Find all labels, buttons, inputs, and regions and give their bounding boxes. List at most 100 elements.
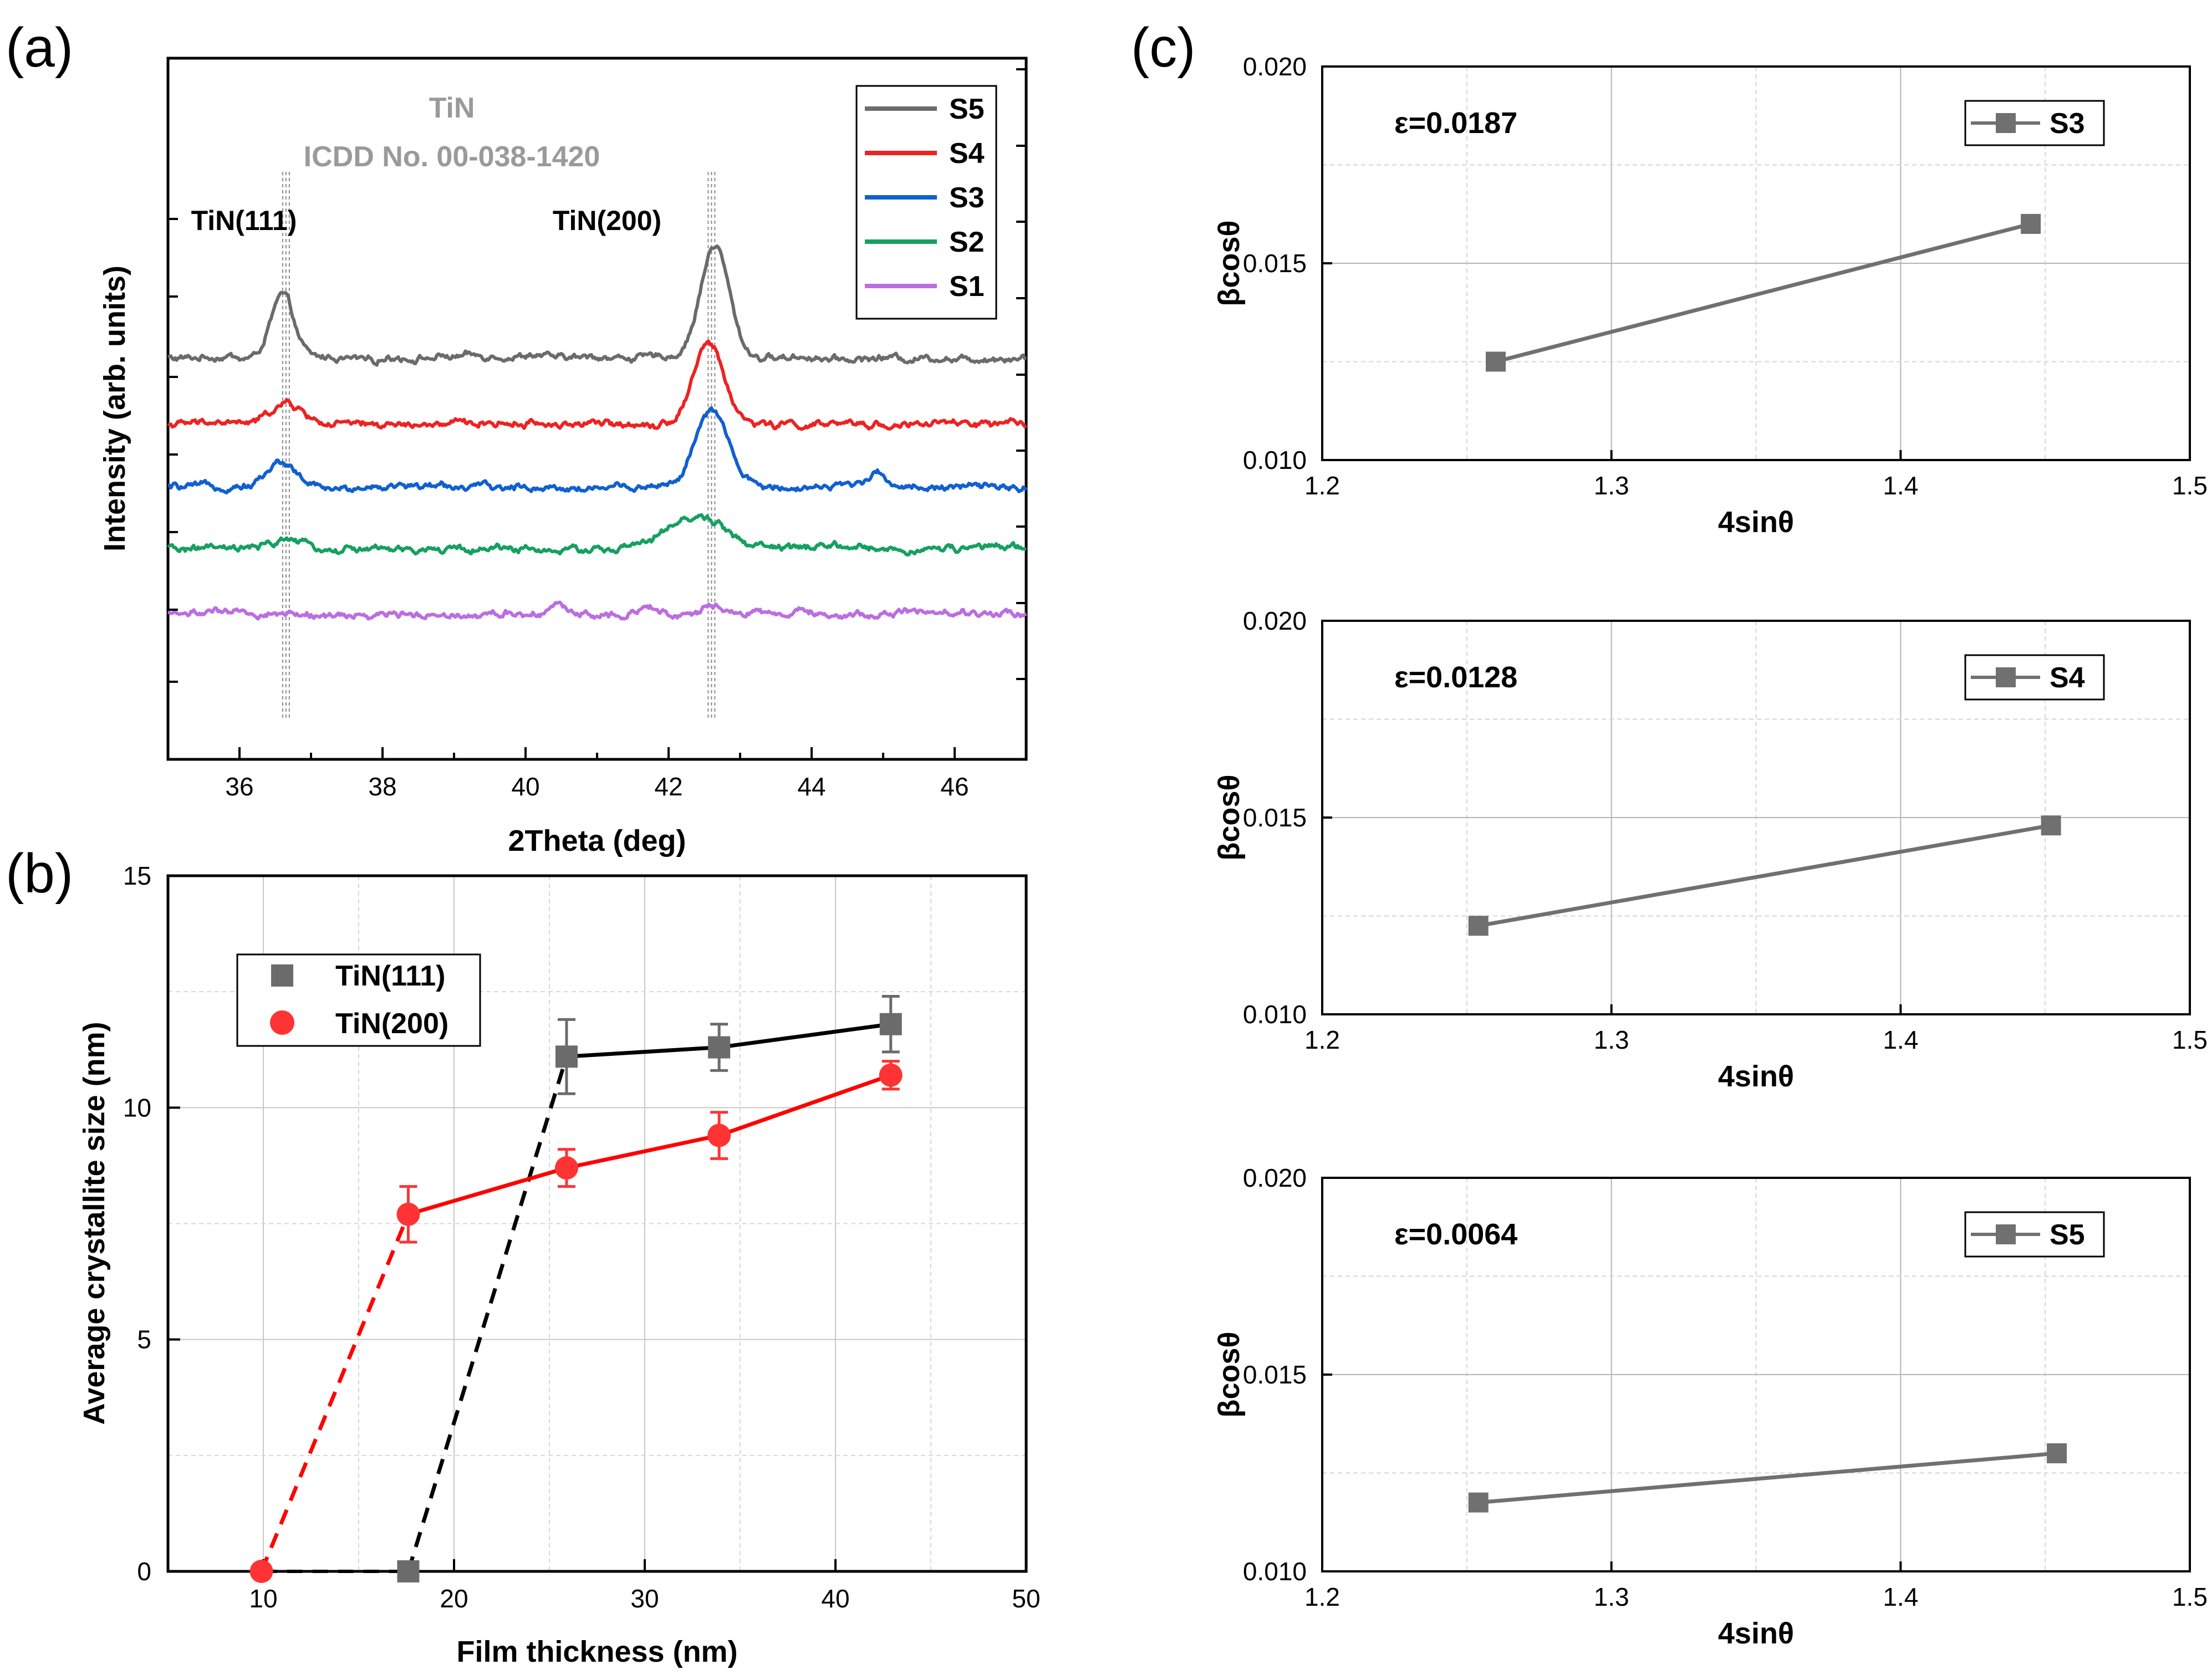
wh-y-axis-title: βcosθ (1212, 1331, 1246, 1417)
wh-data-point (1468, 1492, 1489, 1513)
xrd-curve-S5 (167, 244, 1027, 367)
xrd-legend-label-S4: S4 (949, 137, 985, 170)
data-point-square (879, 1013, 902, 1035)
strain-value: ε=0.0128 (1394, 661, 1517, 694)
data-point-square (397, 1560, 420, 1582)
xrd-legend-label-S2: S2 (949, 226, 985, 258)
crystallite-x-tick-label: 40 (821, 1584, 849, 1613)
wh-legend-label: S4 (2050, 662, 2085, 694)
wh-legend-marker (1996, 667, 2016, 687)
peak-label-111: TiN(111) (191, 205, 297, 236)
wh-x-tick-label: 1.5 (2172, 1025, 2208, 1054)
xrd-legend-label-S3: S3 (949, 182, 985, 214)
xrd-x-tick-label: 40 (511, 772, 539, 801)
wh-data-point (2041, 815, 2061, 836)
wh-x-tick-label: 1.3 (1594, 1582, 1629, 1611)
wh-y-axis-title: βcosθ (1212, 774, 1246, 860)
wh-fit-line (1478, 1451, 2057, 1505)
dashed-segment-0 (406, 1056, 569, 1572)
wh-x-tick-label: 1.3 (1594, 471, 1629, 500)
wh-x-tick-label: 1.5 (2172, 471, 2208, 500)
xrd-legend-frame (855, 85, 997, 320)
crystallite-series (249, 995, 903, 1583)
strain-value: ε=0.0187 (1394, 106, 1517, 140)
xrd-legend: S5 S4 S3 S2 S1 (855, 85, 997, 320)
legend-label-200: TiN(200) (335, 1008, 448, 1040)
wh-data-point (2021, 214, 2041, 234)
xrd-curve-S1 (167, 600, 1027, 621)
crystallite-x-tick-label: 30 (630, 1584, 659, 1613)
wh-y-tick-label: 0.015 (1243, 803, 1307, 832)
williamson-hall-subplot-S5: 1.2 1.3 1.4 1.5 0.010 0.015 0.020 4sinθ βcosθ ε=0… (1212, 1163, 2208, 1650)
wh-data-point (2047, 1443, 2067, 1463)
xrd-x-tick-label: 46 (940, 772, 969, 801)
wh-x-tick-label: 1.5 (2172, 1582, 2208, 1611)
wh-data-point (1486, 351, 1506, 372)
wh-data-point (1468, 916, 1489, 936)
wh-x-tick-label: 1.2 (1304, 1025, 1340, 1054)
wh-y-axis-title: βcosθ (1212, 220, 1246, 306)
wh-y-tick-label: 0.020 (1243, 52, 1307, 81)
panel-a-label: (a) (6, 17, 73, 79)
wh-y-tick-label: 0.010 (1243, 1557, 1307, 1586)
crystallite-y-tick-label: 10 (123, 1093, 151, 1122)
wh-y-tick-label: 0.015 (1243, 249, 1307, 278)
data-point-square (708, 1036, 731, 1059)
crystallite-y-axis-title: Average crystallite size (nm) (78, 1022, 111, 1424)
data-point-square (555, 1045, 578, 1068)
xrd-x-tick-label: 36 (225, 772, 253, 801)
wh-fit-line (1478, 823, 2052, 928)
data-point-circle (396, 1202, 420, 1226)
wh-fit-line (1495, 222, 2031, 364)
data-point-circle (554, 1156, 578, 1180)
xrd-legend-label-S1: S1 (949, 270, 985, 303)
wh-y-tick-label: 0.020 (1243, 606, 1307, 635)
wh-x-tick-label: 1.4 (1883, 1025, 1918, 1054)
wh-x-axis-title: 4sinθ (1718, 1617, 1794, 1650)
reference-title: TiN (429, 92, 475, 124)
wh-legend-label: S5 (2050, 1219, 2085, 1251)
xrd-y-axis-title: Intensity (arb. units) (98, 265, 131, 552)
panel-b-label: (b) (6, 842, 73, 905)
crystallite-legend: TiN(111) TiN(200) (236, 953, 481, 1047)
xrd-x-tick-label: 44 (797, 772, 825, 801)
xrd-curves (167, 244, 1028, 621)
panel-c-label: (c) (1131, 17, 1196, 79)
williamson-hall-subplot-S3: 1.2 1.3 1.4 1.5 0.010 0.015 0.020 4sinθ βcosθ ε=0… (1212, 52, 2208, 539)
wh-legend-label: S3 (2050, 108, 2085, 140)
wh-x-tick-label: 1.2 (1304, 471, 1340, 500)
xrd-curve-S2 (167, 513, 1027, 557)
crystallite-panel: 10 20 30 40 50 0 5 10 15 TiN(111) TiN(200) Film … (78, 861, 1041, 1668)
wh-y-tick-label: 0.010 (1243, 446, 1307, 474)
xrd-x-tick-label: 38 (368, 772, 396, 801)
data-point-circle (249, 1560, 273, 1583)
xrd-y-ticks (168, 68, 1026, 683)
xrd-panel: 36 38 40 42 44 46 TiN ICDD No. 00-038-1420 Ti… (98, 57, 1028, 857)
crystallite-y-tick-label: 15 (123, 861, 151, 890)
xrd-x-tick-label: 42 (654, 772, 682, 801)
xrd-x-axis-title: 2Theta (deg) (508, 824, 686, 857)
crystallite-x-tick-label: 10 (249, 1584, 277, 1613)
wh-legend-marker (1996, 113, 2016, 133)
reference-card: ICDD No. 00-038-1420 (304, 141, 600, 173)
peak-label-200: TiN(200) (553, 205, 661, 236)
legend-marker-200 (270, 1010, 294, 1035)
crystallite-x-tick-label: 50 (1012, 1584, 1040, 1613)
crystallite-y-tick-label: 0 (137, 1557, 151, 1586)
wh-x-tick-label: 1.2 (1304, 1582, 1340, 1611)
williamson-hall-panel: 1.2 1.3 1.4 1.5 0.010 0.015 0.020 4sinθ βcosθ ε=0… (1212, 52, 2208, 1650)
wh-legend-marker (1996, 1224, 2016, 1244)
wh-x-axis-title: 4sinθ (1718, 505, 1794, 539)
wh-y-tick-label: 0.010 (1243, 1000, 1307, 1029)
xrd-curve-S4 (167, 339, 1027, 431)
wh-x-axis-title: 4sinθ (1718, 1060, 1794, 1093)
dashed-segment-1 (259, 1213, 410, 1572)
crystallite-ticks: 10 20 30 40 50 0 5 10 15 (123, 861, 1041, 1613)
strain-value: ε=0.0064 (1394, 1218, 1517, 1251)
wh-y-tick-label: 0.015 (1243, 1360, 1307, 1389)
solid-line-1 (407, 1073, 891, 1217)
data-point-circle (879, 1063, 903, 1087)
xrd-x-ticks: 36 38 40 42 44 46 (167, 747, 1027, 801)
